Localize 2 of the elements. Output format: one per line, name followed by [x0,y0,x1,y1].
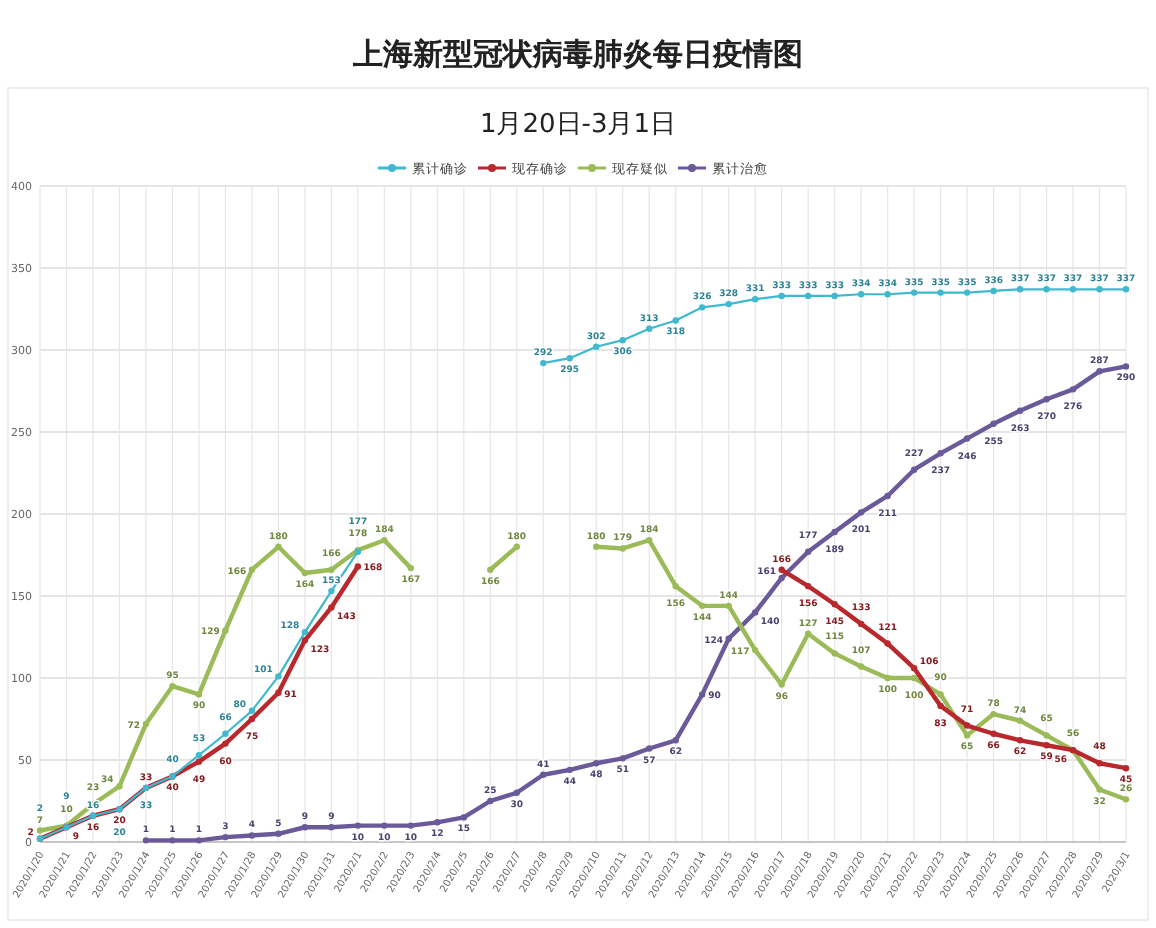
chart-subtitle: 1月20日-3月1日 [479,110,677,140]
chart-title: 上海新型冠状病毒肺炎每日疫情图 [351,36,803,72]
